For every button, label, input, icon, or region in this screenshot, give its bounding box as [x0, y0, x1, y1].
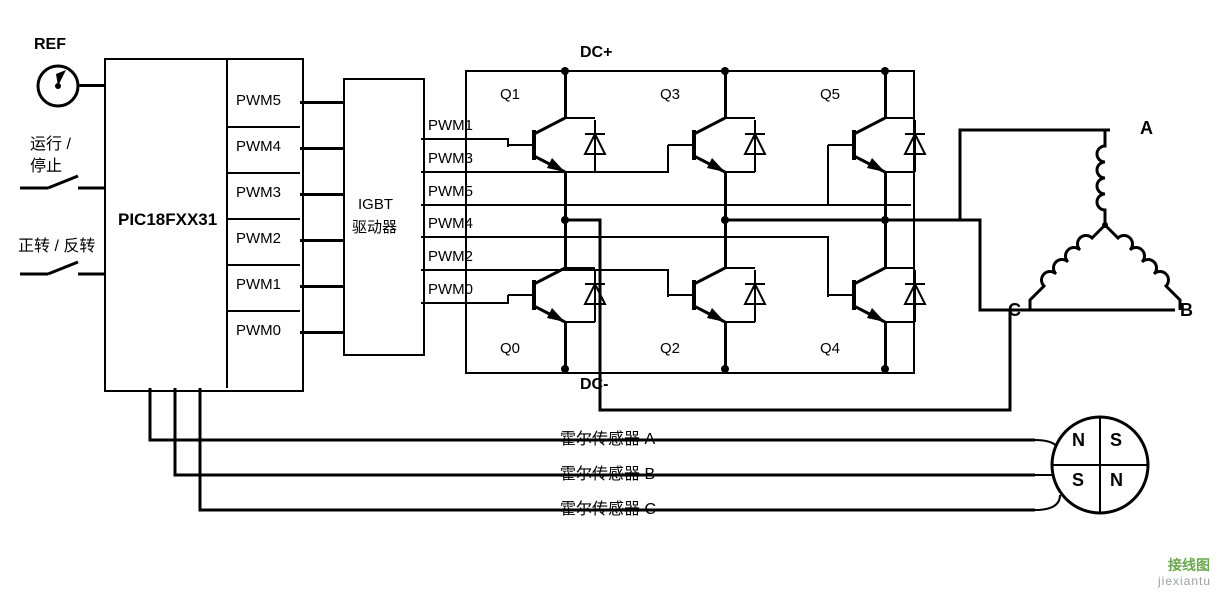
- watermark-2: jiexiantu: [1158, 574, 1211, 588]
- rotor-sw: S: [1072, 470, 1084, 491]
- hall-b-label: 霍尔传感器 B: [560, 460, 655, 484]
- watermark-1: 接线图: [1168, 555, 1210, 575]
- hall-c-label: 霍尔传感器 C: [560, 495, 656, 519]
- rotor-ne: S: [1110, 430, 1122, 451]
- rotor-nw: N: [1072, 430, 1085, 451]
- hall-a-label: 霍尔传感器 A: [560, 425, 655, 449]
- rotor-se: N: [1110, 470, 1123, 491]
- rotor-icon: [1050, 415, 1150, 515]
